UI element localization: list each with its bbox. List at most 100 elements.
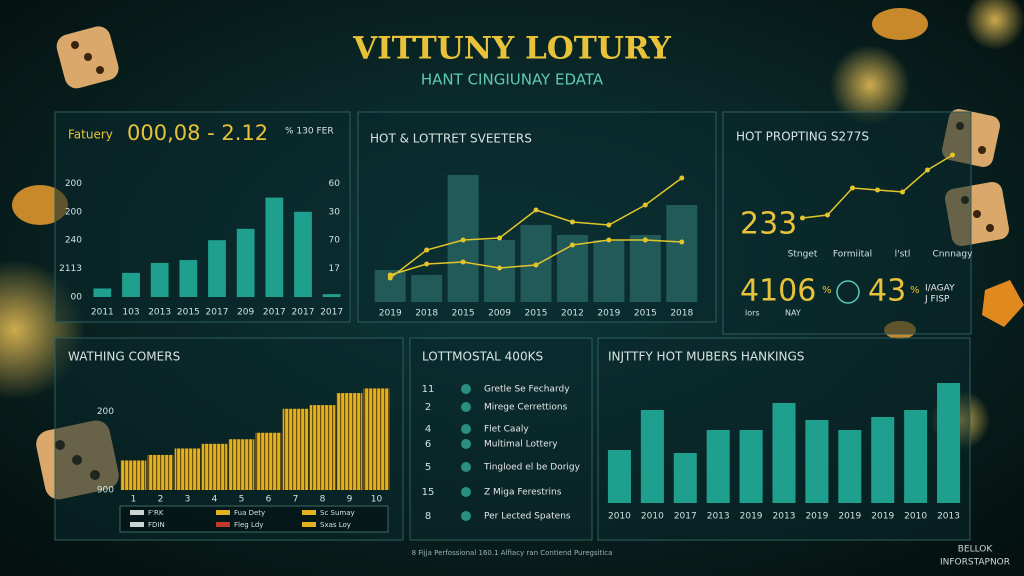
bar [904, 410, 928, 503]
footer-note: 8 Fijja Perfossional 160.1 Alfiacy ran C… [412, 549, 613, 557]
list-label: Multimal Lottery [484, 440, 558, 450]
point [925, 167, 930, 173]
y-tick-label: 240 [65, 236, 82, 246]
glow [965, 0, 1024, 50]
x-tick-label: 10 [371, 495, 383, 505]
list-icon [461, 424, 471, 434]
list-rank: 2 [425, 402, 431, 413]
x-tick-label: 2015 [452, 309, 475, 319]
stat-note: I/AGAY [925, 284, 955, 294]
bar [201, 443, 228, 490]
x-tick-label: 2 [158, 495, 164, 505]
list-label: Tingloed el be Dorigy [483, 463, 581, 473]
y-tick-label: 200 [65, 207, 82, 217]
bar [150, 262, 169, 297]
panel [409, 337, 593, 541]
point [533, 262, 539, 268]
x-tick-label: 209 [237, 308, 254, 318]
x-tick-label: 6 [266, 495, 272, 505]
list-label: Flet Caaly [484, 425, 529, 435]
legend-label: Sxas Loy [320, 521, 351, 529]
y-tick-label: 00 [71, 293, 83, 303]
point [642, 202, 648, 208]
list-icon [461, 384, 471, 394]
point [875, 187, 880, 193]
bar [255, 432, 282, 490]
bar [228, 439, 255, 490]
x-tick-label: 2015 [525, 309, 548, 319]
legend-swatch [130, 510, 144, 515]
y2-tick-label: 17 [329, 264, 340, 274]
bar [739, 430, 763, 503]
list-icon [461, 511, 471, 521]
list-icon [461, 462, 471, 472]
bar [838, 430, 862, 503]
panel-title: HOT & LOTTRET SVEETERS [370, 132, 532, 146]
x-tick-label: 2017 [263, 308, 286, 318]
bar [484, 240, 516, 302]
x-tick-label: 2019 [597, 309, 620, 319]
bar [336, 393, 363, 490]
stat-label: lors [745, 309, 760, 318]
bar [871, 417, 895, 503]
x-tick-label: 2013 [937, 512, 960, 522]
x-tick-label: Formiital [833, 250, 872, 260]
legend-box [119, 505, 389, 533]
list-label: Mirege Cerrettions [484, 403, 568, 413]
x-tick-label: 2010 [641, 512, 664, 522]
x-tick-label: 1 [131, 495, 137, 505]
point [900, 189, 905, 195]
point [679, 239, 685, 245]
x-tick-label: 8 [320, 495, 326, 505]
bar [629, 235, 661, 302]
y2-tick-label: 60 [329, 179, 341, 189]
point [825, 212, 830, 218]
panel-title: WATHING COMERS [68, 350, 180, 364]
bar [208, 240, 226, 297]
point [950, 152, 955, 158]
list-label: Z Miga Ferestrins [484, 488, 562, 498]
x-tick-label: 2019 [838, 512, 861, 522]
list-icon [461, 487, 471, 497]
x-tick-label: 2018 [670, 309, 693, 319]
list-rank: 15 [422, 487, 435, 498]
bar [772, 403, 796, 503]
panel-note: % 130 FER [285, 127, 334, 137]
x-tick-label: 2019 [805, 512, 828, 522]
y-tick-label: 900 [97, 486, 114, 496]
list-rank: 5 [425, 462, 431, 473]
bar [147, 454, 174, 490]
x-tick-label: 2019 [379, 309, 402, 319]
point [679, 175, 685, 181]
legend-swatch [302, 522, 316, 527]
legend-swatch [302, 510, 316, 515]
bar [236, 228, 255, 297]
x-tick-label: 2013 [707, 512, 730, 522]
bar [937, 383, 961, 503]
x-tick-label: 2010 [608, 512, 631, 522]
bar [120, 460, 147, 490]
panel-title: INJTTFY HOT MUBERS HANKINGS [608, 350, 804, 364]
x-tick-label: 2011 [91, 308, 114, 318]
panel-title: LOTTMOSTAL 400KS [422, 350, 543, 364]
list-rank: 4 [425, 424, 431, 435]
stat-label: NAY [785, 309, 801, 318]
list-icon [461, 402, 471, 412]
x-tick-label: 103 [122, 308, 139, 318]
x-tick-label: l'stl [895, 250, 911, 260]
bar [93, 288, 112, 297]
point [569, 242, 575, 248]
stat-unit: % [822, 285, 832, 296]
point [800, 215, 805, 221]
panel-title: Fatuery [68, 128, 113, 142]
legend-label: FDIN [148, 521, 165, 529]
x-tick-label: 2017 [206, 308, 229, 318]
x-tick-label: 2019 [871, 512, 894, 522]
x-tick-label: 7 [293, 495, 299, 505]
stat-note: J FISP [924, 295, 950, 305]
x-tick-label: 2019 [740, 512, 763, 522]
bar [607, 450, 631, 503]
x-tick-label: 3 [185, 495, 191, 505]
legend-label: F'RK [148, 509, 164, 517]
